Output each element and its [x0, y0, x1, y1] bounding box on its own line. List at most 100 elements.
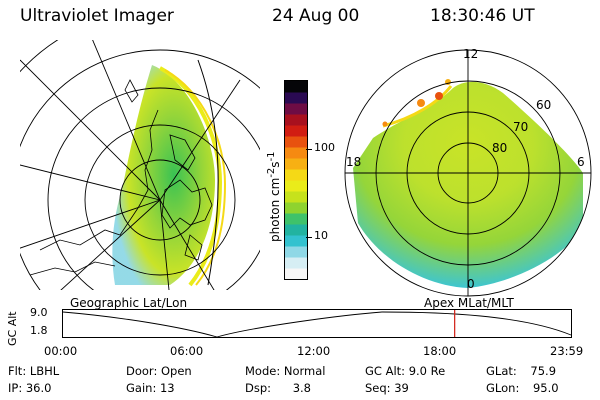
- timeline-y-max: 9.0: [30, 306, 48, 319]
- door-label: Door:: [126, 364, 158, 378]
- meridian: [159, 79, 241, 201]
- lat-ring: [84, 124, 236, 276]
- flt-value: LBHL: [29, 364, 60, 378]
- colorbar-band: [285, 191, 307, 203]
- colorbar-tick-mark: [306, 237, 312, 238]
- timeline-frame: [62, 309, 572, 338]
- coastline: [29, 261, 116, 276]
- meridian: [20, 164, 161, 201]
- hotspot: [435, 92, 443, 100]
- seq-label: Seq:: [365, 381, 391, 395]
- title: Ultraviolet Imager: [20, 6, 174, 26]
- hotspot: [417, 99, 425, 107]
- mlt-label-6: 6: [577, 155, 585, 169]
- glon-value: 95.0: [532, 381, 559, 395]
- colorbar-band: [285, 213, 307, 225]
- mode-value: Normal: [283, 364, 326, 378]
- lat-ring: [119, 159, 201, 241]
- gcalt-label: GC Alt:: [365, 364, 406, 378]
- colorbar-tick-label: 10: [314, 229, 328, 242]
- colorbar-band: [285, 136, 307, 148]
- right-panel-caption: Apex MLat/MLT: [424, 296, 514, 310]
- meridian: [20, 199, 161, 249]
- unit-main: photon cm: [268, 177, 282, 242]
- mlat-mlt-plot: [344, 49, 592, 297]
- timeline-tick-label: 00:00: [44, 344, 78, 358]
- limb-edge: [197, 59, 219, 286]
- glat-label: GLat:: [486, 364, 517, 378]
- colorbar-band: [285, 114, 307, 126]
- colorbar-band: [285, 202, 307, 214]
- geographic-map: [20, 40, 260, 290]
- colorbar-band: [285, 246, 307, 258]
- colorbar-band: [285, 92, 307, 104]
- mode-label: Mode:: [245, 364, 281, 378]
- timeline-tick-label: 18:00: [423, 344, 457, 358]
- emission-edge: [159, 66, 223, 287]
- timeline-plot: [62, 309, 572, 338]
- meridian: [92, 40, 161, 201]
- glon-label: GLon:: [486, 381, 520, 395]
- glat-value: 75.9: [530, 364, 557, 378]
- gcalt-value: 9.0 Re: [408, 364, 446, 378]
- unit-s: s: [268, 161, 282, 168]
- gain-value: 13: [159, 381, 175, 395]
- colorbar: [284, 80, 308, 280]
- colorbar-gradient: [285, 81, 307, 280]
- colorbar-band: [285, 257, 307, 269]
- colorbar-band: [285, 268, 307, 280]
- meridian: [20, 59, 161, 201]
- emission-rim: [164, 69, 227, 286]
- gain-label: Gain:: [126, 381, 157, 395]
- mlat-label-60: 60: [536, 98, 552, 112]
- flt-label: Flt:: [8, 364, 27, 378]
- colorbar-band: [285, 158, 307, 170]
- colorbar-band: [285, 103, 307, 115]
- time: 18:30:46 UT: [430, 6, 535, 26]
- lat-ring: [47, 87, 260, 290]
- meridian: [159, 199, 170, 290]
- emission-region: [112, 65, 215, 285]
- timeline-tick-label: 12:00: [297, 344, 331, 358]
- mlt-label-0: 0: [467, 277, 475, 291]
- coastline: [39, 109, 159, 251]
- left-panel-caption: Geographic Lat/Lon: [70, 296, 188, 310]
- colorbar-band: [285, 125, 307, 137]
- lat-ring: [20, 49, 260, 290]
- date: 24 Aug 00: [272, 6, 360, 26]
- ip-value: 36.0: [25, 381, 52, 395]
- colorbar-band: [285, 180, 307, 192]
- timeline-tick-label: 23:59: [550, 344, 584, 358]
- coastline: [184, 234, 203, 261]
- unit-exp2: -1: [266, 151, 277, 162]
- meridian: [159, 199, 215, 290]
- timeline-tick-label: 06:00: [170, 344, 204, 358]
- dsp-value: 3.8: [292, 381, 311, 395]
- colorbar-tick-mark: [306, 149, 312, 150]
- colorbar-band: [285, 169, 307, 181]
- colorbar-band: [285, 224, 307, 236]
- mlat-label-70: 70: [513, 120, 529, 134]
- colorbar-unit-label: photon cm-2s-1: [266, 151, 282, 242]
- coastline: [169, 134, 196, 171]
- gc-alt-curve: [62, 311, 572, 338]
- mlt-label-18: 18: [346, 155, 362, 169]
- colorbar-tick-label: 100: [314, 141, 335, 154]
- door-value: Open: [160, 364, 192, 378]
- coastline: [161, 179, 213, 229]
- hotspot: [382, 121, 388, 127]
- mlat-label-80: 80: [492, 141, 508, 155]
- colorbar-band: [285, 81, 307, 93]
- mlt-label-12: 12: [463, 47, 479, 61]
- colorbar-band: [285, 235, 307, 247]
- unit-exp1: -2: [266, 167, 277, 178]
- coastline: [124, 79, 139, 103]
- emission-rim: [382, 85, 453, 128]
- timeline-axis-label: GC Alt: [6, 311, 19, 346]
- colorbar-band: [285, 147, 307, 159]
- seq-value: 39: [394, 381, 409, 395]
- timeline-y-min: 1.8: [30, 324, 48, 337]
- meridian: [60, 199, 161, 290]
- dsp-label: Dsp:: [245, 381, 272, 395]
- ip-label: IP:: [8, 381, 23, 395]
